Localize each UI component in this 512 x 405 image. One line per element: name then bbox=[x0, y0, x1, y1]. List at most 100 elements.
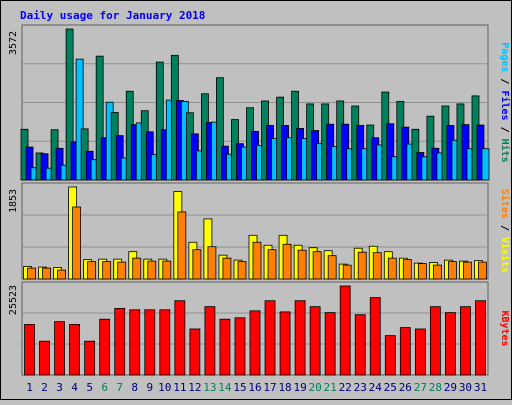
bar-kbytes-day-9 bbox=[144, 309, 156, 376]
legend-part-visits-sites-1: / bbox=[499, 219, 510, 237]
bar-kbytes-day-28 bbox=[429, 306, 441, 376]
bar-sites-day-19 bbox=[297, 249, 307, 280]
legend-label-visits-sites: Sites / Visits bbox=[499, 189, 511, 273]
bar-sites-day-13 bbox=[207, 246, 217, 280]
bar-sites-day-24 bbox=[372, 252, 382, 280]
bar-sites-day-21 bbox=[327, 255, 337, 280]
bar-files-day-25 bbox=[386, 123, 395, 181]
bar-kbytes-day-29 bbox=[445, 312, 456, 376]
x-tick-label: 11 bbox=[173, 381, 186, 394]
bar-kbytes-day-27 bbox=[414, 328, 426, 376]
x-tick-label: 28 bbox=[429, 381, 442, 394]
bar-sites-day-9 bbox=[147, 260, 157, 280]
bar-sites-day-25 bbox=[387, 257, 397, 280]
bar-files-day-3 bbox=[55, 147, 64, 181]
bar-kbytes-day-25 bbox=[384, 335, 396, 376]
bar-sites-day-2 bbox=[42, 267, 51, 280]
legend-part-kbytes-0: KBytes bbox=[499, 310, 510, 346]
x-tick-label: 16 bbox=[248, 381, 261, 394]
x-tick-label: 23 bbox=[354, 381, 367, 394]
x-tick-label: 24 bbox=[369, 381, 383, 394]
x-tick-label: 29 bbox=[444, 381, 457, 394]
legend-part-hits-files-pages-2: Files bbox=[499, 90, 511, 120]
panel-hits-files-pages: 3572 Pages / Files / Hits bbox=[8, 24, 511, 181]
x-tick-label: 4 bbox=[71, 381, 78, 394]
legend-part-hits-files-pages-1: / bbox=[499, 72, 510, 90]
bar-sites-day-27 bbox=[417, 263, 427, 280]
bar-sites-day-7 bbox=[117, 261, 127, 280]
bar-kbytes-day-4 bbox=[69, 324, 81, 376]
bar-sites-day-17 bbox=[267, 249, 277, 280]
bar-hits-day-14 bbox=[216, 77, 224, 181]
bar-kbytes-day-3 bbox=[54, 321, 65, 376]
bar-kbytes-day-23 bbox=[354, 314, 366, 376]
x-tick-label: 6 bbox=[101, 381, 108, 394]
legend-part-visits-sites-2: Visits bbox=[499, 237, 511, 273]
bar-sites-day-11 bbox=[177, 211, 187, 280]
bar-hits-day-6 bbox=[95, 55, 104, 181]
x-tick-label: 12 bbox=[188, 381, 201, 394]
bar-sites-day-6 bbox=[102, 261, 112, 280]
bar-kbytes-day-14 bbox=[219, 318, 231, 376]
x-tick-label: 5 bbox=[86, 381, 93, 394]
ymax-label-hits-files-pages: 3572 bbox=[8, 31, 19, 55]
bar-kbytes-day-31 bbox=[475, 300, 486, 376]
bar-sites-day-4 bbox=[72, 206, 82, 280]
bar-kbytes-day-7 bbox=[114, 307, 126, 376]
bar-hits-day-4 bbox=[65, 28, 74, 181]
bar-sites-day-23 bbox=[357, 251, 367, 280]
bar-kbytes-day-1 bbox=[24, 324, 35, 376]
x-tick-label: 20 bbox=[309, 381, 322, 394]
x-tick-label: 17 bbox=[263, 381, 276, 394]
bar-kbytes-day-17 bbox=[264, 300, 276, 376]
bar-kbytes-day-26 bbox=[399, 327, 411, 376]
bar-kbytes-day-24 bbox=[369, 297, 381, 376]
bar-sites-day-26 bbox=[402, 259, 412, 280]
panel-visits-sites: 1853 Sites / Visits bbox=[8, 182, 511, 280]
bar-hits-day-10 bbox=[155, 61, 164, 181]
bar-kbytes-day-18 bbox=[279, 311, 291, 376]
bar-sites-day-29 bbox=[448, 261, 457, 280]
bar-kbytes-day-5 bbox=[84, 340, 96, 376]
x-tick-label: 27 bbox=[414, 381, 427, 394]
bar-sites-day-28 bbox=[432, 264, 442, 280]
bar-pages-day-4 bbox=[75, 58, 84, 181]
bar-sites-day-15 bbox=[237, 261, 247, 280]
bar-kbytes-day-11 bbox=[174, 300, 186, 376]
x-tick-label: 1 bbox=[26, 381, 33, 394]
bar-sites-day-10 bbox=[162, 260, 172, 280]
bar-sites-day-12 bbox=[192, 249, 202, 280]
legend-part-visits-sites-0: Sites bbox=[499, 189, 511, 219]
bar-kbytes-day-13 bbox=[204, 306, 216, 376]
x-tick-label: 3 bbox=[56, 381, 63, 394]
legend-part-hits-files-pages-3: / bbox=[499, 121, 510, 139]
x-tick-label: 31 bbox=[474, 381, 487, 394]
bar-kbytes-day-8 bbox=[129, 309, 141, 376]
bar-kbytes-day-10 bbox=[159, 309, 171, 376]
bar-kbytes-day-12 bbox=[189, 328, 201, 376]
bar-kbytes-day-2 bbox=[39, 340, 50, 376]
x-tick-label: 13 bbox=[203, 381, 216, 394]
bar-sites-day-14 bbox=[222, 257, 232, 280]
bar-pages-day-31 bbox=[481, 148, 490, 181]
ymax-label-kbytes: 25523 bbox=[8, 285, 19, 315]
bar-files-day-1 bbox=[25, 146, 34, 181]
bar-kbytes-day-21 bbox=[324, 312, 336, 376]
bar-sites-day-1 bbox=[27, 267, 36, 280]
x-tick-label: 25 bbox=[384, 381, 397, 394]
legend-part-hits-files-pages-4: Hits bbox=[499, 139, 511, 163]
x-tick-label: 8 bbox=[131, 381, 138, 394]
bar-sites-day-18 bbox=[282, 243, 292, 280]
bar-kbytes-day-20 bbox=[309, 306, 321, 376]
x-tick-label: 22 bbox=[339, 381, 352, 394]
chart-title: Daily usage for January 2018 bbox=[20, 9, 205, 22]
bar-kbytes-day-19 bbox=[294, 300, 306, 376]
bar-kbytes-day-30 bbox=[460, 306, 471, 376]
x-tick-label: 26 bbox=[399, 381, 412, 394]
bar-sites-day-8 bbox=[132, 257, 142, 280]
x-tick-label: 30 bbox=[459, 381, 472, 394]
x-tick-label: 14 bbox=[218, 381, 232, 394]
bar-sites-day-5 bbox=[87, 261, 97, 280]
